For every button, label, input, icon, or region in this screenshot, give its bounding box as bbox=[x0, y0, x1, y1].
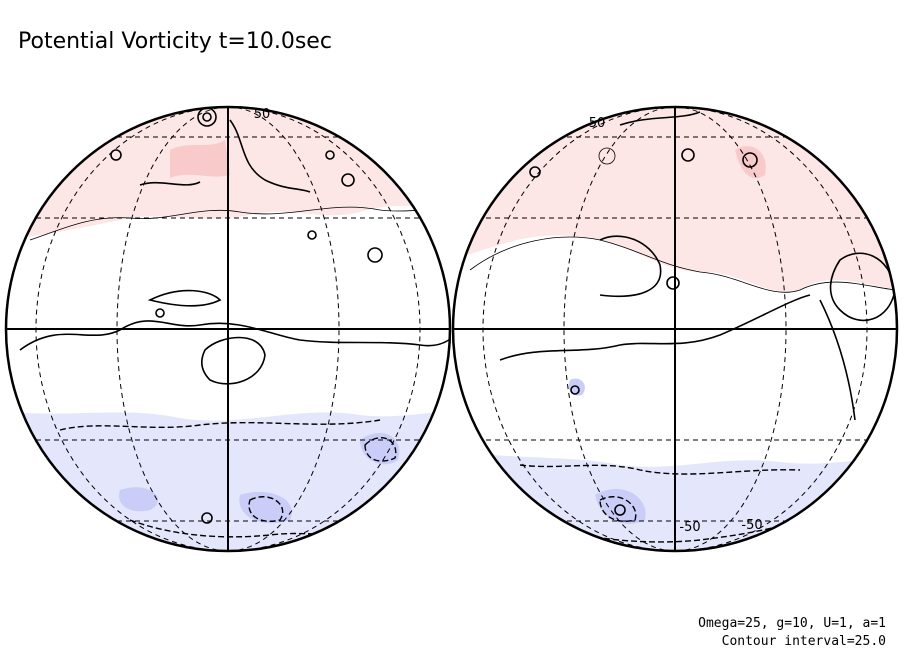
contour-label: -50 bbox=[679, 520, 700, 535]
footer-line: Omega=25, g=10, U=1, a=1 bbox=[698, 616, 886, 631]
title: Potential Vorticity t=10.0sec bbox=[18, 29, 332, 54]
contour-label: -50 bbox=[741, 518, 762, 533]
contour-label: 50 bbox=[254, 107, 271, 122]
contour-label: 50 bbox=[589, 116, 606, 131]
footer-line: Contour interval=25.0 bbox=[722, 634, 886, 649]
